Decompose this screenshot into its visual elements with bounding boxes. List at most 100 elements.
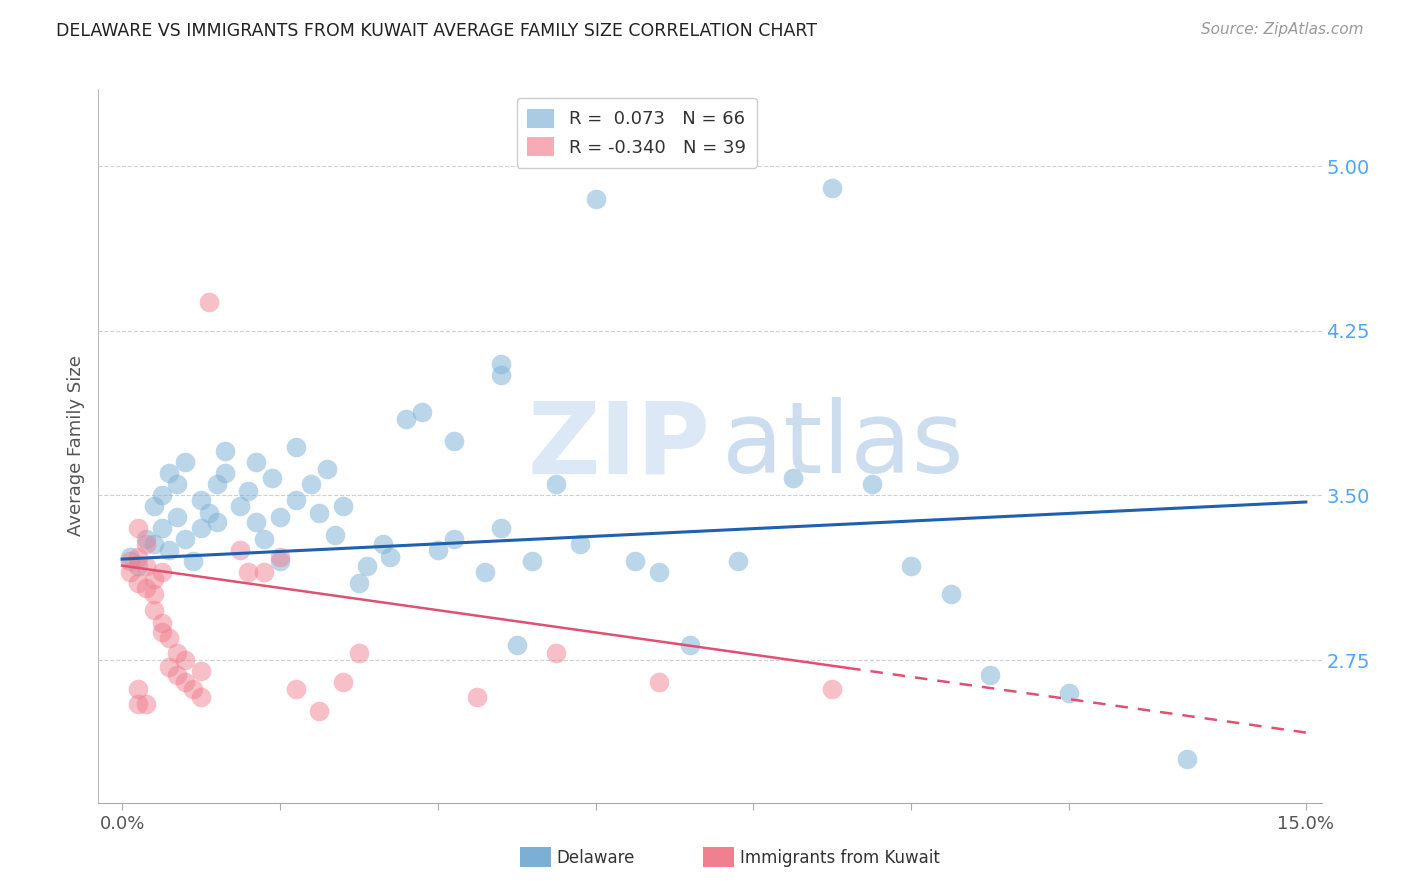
Point (245, 455, 267, 469)
Point (489, 368, 512, 382)
Point (308, 704, 330, 718)
Point (284, 492, 307, 507)
Point (238, 483, 260, 498)
Point (411, 405, 433, 419)
Point (127, 521, 149, 535)
Point (174, 653, 197, 667)
Point (190, 521, 212, 535)
Point (269, 554, 291, 568)
Point (127, 558, 149, 573)
Legend: R =  0.073   N = 66, R = -0.340   N = 39: R = 0.073 N = 66, R = -0.340 N = 39 (516, 98, 756, 168)
Text: atlas: atlas (723, 398, 965, 494)
Point (332, 500, 354, 514)
Point (821, 681, 844, 696)
Point (166, 668, 188, 682)
Point (118, 549, 141, 564)
Point (127, 697, 149, 711)
Point (118, 566, 141, 580)
Point (465, 690, 488, 705)
Point (181, 554, 204, 568)
Point (505, 638, 527, 652)
Point (489, 521, 512, 535)
Point (135, 533, 157, 547)
Point (142, 500, 165, 514)
Point (229, 500, 252, 514)
Point (166, 477, 188, 491)
Point (142, 572, 165, 586)
Point (284, 681, 307, 696)
Y-axis label: Average Family Size: Average Family Size (66, 356, 84, 536)
Point (585, 192, 607, 206)
Point (214, 444, 236, 458)
Text: DELAWARE VS IMMIGRANTS FROM KUWAIT AVERAGE FAMILY SIZE CORRELATION CHART: DELAWARE VS IMMIGRANTS FROM KUWAIT AVERA… (56, 22, 817, 40)
Text: Delaware: Delaware (557, 849, 636, 867)
Point (159, 659, 181, 673)
Point (821, 181, 844, 195)
Point (127, 576, 149, 591)
Point (395, 411, 418, 425)
Point (174, 675, 197, 690)
Point (150, 624, 173, 639)
Point (214, 467, 236, 481)
Point (443, 434, 465, 448)
Point (568, 537, 591, 551)
Text: ZIP: ZIP (527, 398, 710, 494)
Point (150, 566, 173, 580)
Point (198, 506, 221, 520)
Point (546, 647, 568, 661)
Point (118, 554, 141, 568)
Point (979, 668, 1001, 682)
Point (245, 515, 267, 529)
Point (190, 492, 212, 507)
Point (648, 566, 671, 580)
Point (253, 566, 276, 580)
Point (474, 566, 496, 580)
Point (308, 506, 330, 520)
Point (860, 477, 883, 491)
Point (135, 537, 157, 551)
Point (190, 690, 212, 705)
Point (679, 638, 702, 652)
Point (260, 471, 283, 485)
Point (253, 533, 276, 547)
Point (371, 537, 394, 551)
Point (190, 664, 212, 678)
Point (174, 455, 197, 469)
Point (269, 510, 291, 524)
Point (426, 543, 449, 558)
Point (782, 471, 804, 485)
Point (489, 357, 512, 371)
Point (135, 697, 157, 711)
Point (135, 558, 157, 573)
Point (142, 587, 165, 601)
Point (323, 528, 346, 542)
Point (181, 681, 204, 696)
Point (939, 587, 962, 601)
Point (648, 675, 671, 690)
Point (127, 549, 149, 564)
Point (546, 477, 568, 491)
Point (347, 647, 370, 661)
Point (127, 681, 149, 696)
Point (150, 615, 173, 630)
Point (159, 467, 181, 481)
Point (198, 295, 221, 310)
Point (727, 554, 749, 568)
Point (159, 543, 181, 558)
Point (624, 554, 647, 568)
Point (205, 477, 228, 491)
Point (205, 515, 228, 529)
Point (150, 488, 173, 502)
Point (166, 647, 188, 661)
Point (332, 675, 354, 690)
Text: Immigrants from Kuwait: Immigrants from Kuwait (740, 849, 939, 867)
Point (1177, 752, 1199, 766)
Point (301, 477, 323, 491)
Point (269, 549, 291, 564)
Point (356, 558, 378, 573)
Point (900, 558, 922, 573)
Point (284, 440, 307, 454)
Point (174, 533, 197, 547)
Point (238, 566, 260, 580)
Point (150, 521, 173, 535)
